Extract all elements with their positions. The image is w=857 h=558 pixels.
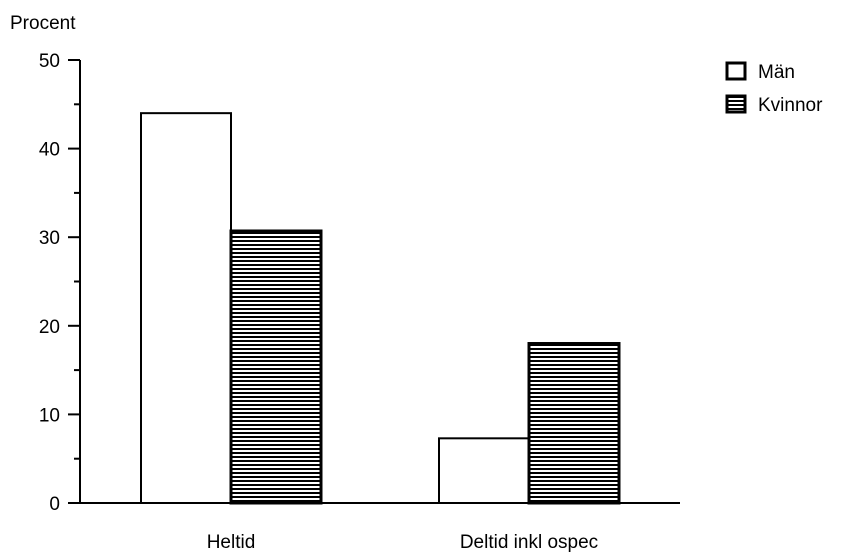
y-axis-label: Procent <box>10 13 76 34</box>
legend-label: Män <box>758 62 795 83</box>
y-tick-label: 0 <box>49 494 60 515</box>
bar-man-1 <box>438 437 530 504</box>
y-tick-label: 30 <box>39 228 60 249</box>
bars: Heltid Deltid inkl ospec <box>140 112 621 553</box>
legend-label: Kvinnor <box>758 95 823 116</box>
y-tick-label: 20 <box>39 317 60 338</box>
bar-kvinnor-1 <box>527 342 621 505</box>
y-tick-label: 50 <box>39 51 60 72</box>
legend-swatch <box>725 61 747 81</box>
legend-swatch <box>725 94 747 114</box>
y-tick-label: 40 <box>39 140 60 161</box>
y-tick-label: 10 <box>39 405 60 426</box>
bar-kvinnor-0 <box>229 229 323 505</box>
bar-man-0 <box>140 112 232 504</box>
x-category-label: Heltid <box>207 532 256 553</box>
legend: Män Kvinnor <box>725 61 823 116</box>
x-category-label: Deltid inkl ospec <box>460 532 598 553</box>
